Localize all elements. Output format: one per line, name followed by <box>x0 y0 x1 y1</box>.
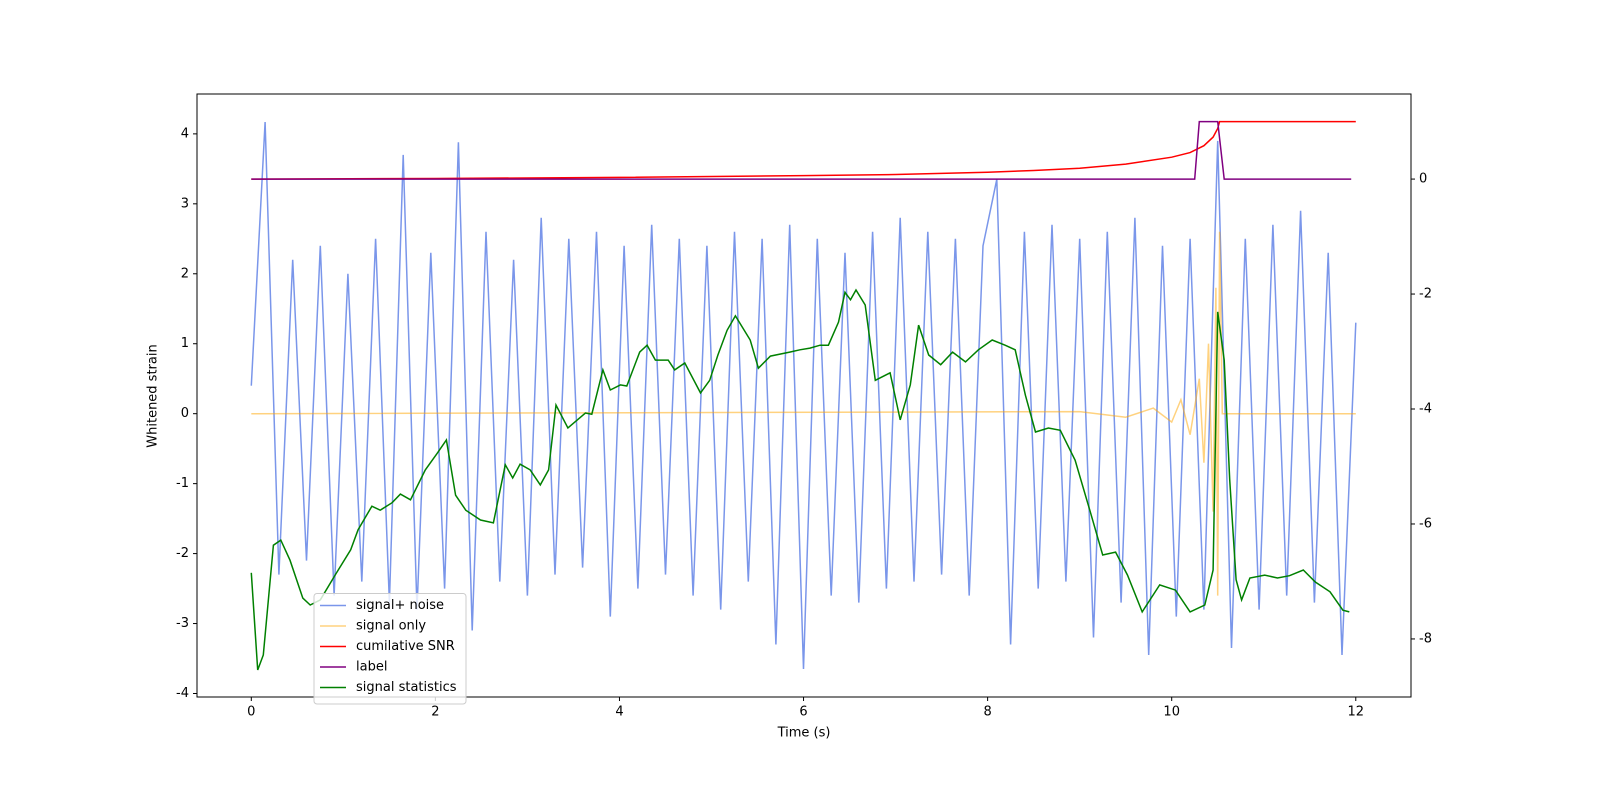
y-axis-label: Whitened strain <box>146 344 161 447</box>
y-tick-label: -3 <box>176 616 189 631</box>
y-tick-label: 0 <box>181 406 189 421</box>
y-tick-label: -4 <box>176 686 189 701</box>
x-axis-label: Time (s) <box>777 726 831 741</box>
y2-tick-label: 0 <box>1419 172 1427 187</box>
plot-frame <box>196 93 1412 698</box>
legend-label: cumilative SNR <box>356 639 455 654</box>
series-line <box>251 120 1356 180</box>
legend-label: signal statistics <box>356 680 457 695</box>
y-tick-label: 1 <box>181 336 189 351</box>
x-tick-label: 0 <box>247 705 255 720</box>
legend-box <box>313 593 467 705</box>
x-tick-label: 2 <box>431 705 439 720</box>
y-tick-label: -1 <box>176 476 189 491</box>
y2-tick-label: -2 <box>1419 287 1432 302</box>
series-line <box>250 288 1350 671</box>
x-tick-label: 12 <box>1348 705 1365 720</box>
y2-tick-label: -4 <box>1419 402 1432 417</box>
y-tick-label: 2 <box>181 266 189 281</box>
y-tick-label: 3 <box>181 196 189 211</box>
series-line <box>251 120 1352 180</box>
legend-label: signal only <box>356 619 426 634</box>
x-tick-label: 8 <box>983 705 991 720</box>
x-tick-label: 6 <box>799 705 807 720</box>
y-tick-label: -2 <box>176 546 189 561</box>
series-line <box>251 231 1356 596</box>
y-tick-label: 4 <box>181 126 189 141</box>
y2-tick-label: -8 <box>1419 631 1432 646</box>
series-line <box>250 121 1357 670</box>
legend-label: label <box>356 660 387 675</box>
y2-tick-label: -6 <box>1419 516 1432 531</box>
x-tick-label: 4 <box>615 705 623 720</box>
x-tick-label: 10 <box>1163 705 1180 720</box>
legend-label: signal+ noise <box>356 598 444 613</box>
